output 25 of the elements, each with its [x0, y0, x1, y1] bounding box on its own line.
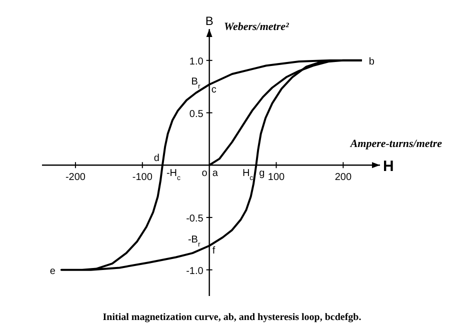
x-tick-label: -200: [65, 172, 86, 184]
annotation: Webers/metre²: [224, 21, 290, 33]
annotation: -H$_{c}$: [166, 168, 182, 182]
x-tick-label: -100: [132, 172, 153, 184]
annotation: e: [50, 266, 56, 277]
y-tick-label: -0.5: [186, 213, 204, 224]
annotation: Ampere-turns/metre: [349, 138, 442, 150]
y-axis-title: B: [205, 14, 214, 28]
annotation: g: [259, 168, 265, 180]
annotation: d: [154, 153, 160, 164]
annotation: f: [212, 246, 216, 257]
y-tick-label: 1.0: [189, 56, 204, 68]
annotation: a: [212, 168, 218, 180]
x-axis-title: H: [383, 158, 394, 176]
annotation: H$_{c}$: [242, 168, 254, 182]
annotation: c: [211, 84, 216, 96]
text: Initial magnetization curve, ab, and hysteresis loop, bcdefgb.: [102, 312, 362, 323]
y-tick-label: 0.5: [189, 108, 204, 120]
annotation: -B$_{r}$: [188, 234, 201, 248]
annotation: b: [368, 56, 375, 68]
annotation: o: [202, 168, 208, 180]
x-tick-label: 200: [334, 172, 352, 184]
annotation: B$_{r}$: [191, 76, 201, 90]
x-tick-label: 100: [268, 172, 286, 184]
y-tick-label: -1.0: [186, 266, 204, 277]
